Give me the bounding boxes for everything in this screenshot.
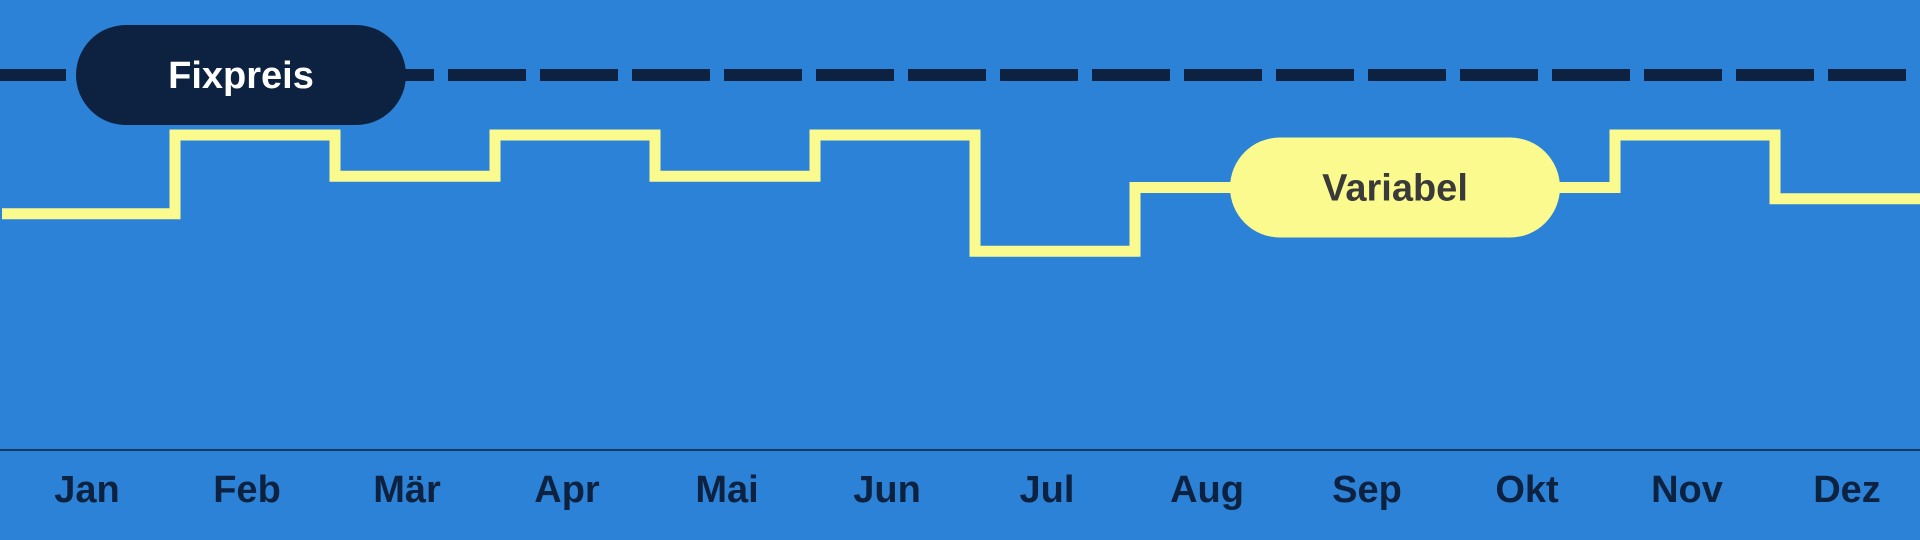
month-label: Jan (54, 469, 119, 511)
month-label: Aug (1170, 469, 1244, 511)
variable-price-pill-background (1230, 137, 1560, 238)
month-label: Okt (1495, 469, 1559, 511)
month-label: Jun (853, 469, 921, 511)
fixed-price-label: Fixpreis (168, 55, 314, 97)
month-label: Feb (213, 469, 281, 511)
fixed-price-legend-pill: Fixpreis (76, 25, 406, 125)
month-label: Sep (1332, 469, 1402, 511)
variable-price-legend-pill: Variabel (1230, 137, 1560, 238)
month-label: Dez (1813, 469, 1881, 511)
month-label: Jul (1020, 469, 1075, 511)
variable-price-step-line (2, 129, 1920, 257)
variable-price-series (2, 129, 1920, 257)
month-label: Mai (695, 469, 758, 511)
fixed-price-pill-background (76, 25, 406, 125)
month-label: Nov (1651, 469, 1723, 511)
variable-price-label: Variabel (1322, 168, 1468, 210)
month-label: Apr (534, 469, 600, 511)
month-label: Mär (373, 469, 441, 511)
month-labels: Jan Feb Mär Apr Mai Jun Jul Aug Sep Okt Nov Dez (54, 469, 1881, 511)
